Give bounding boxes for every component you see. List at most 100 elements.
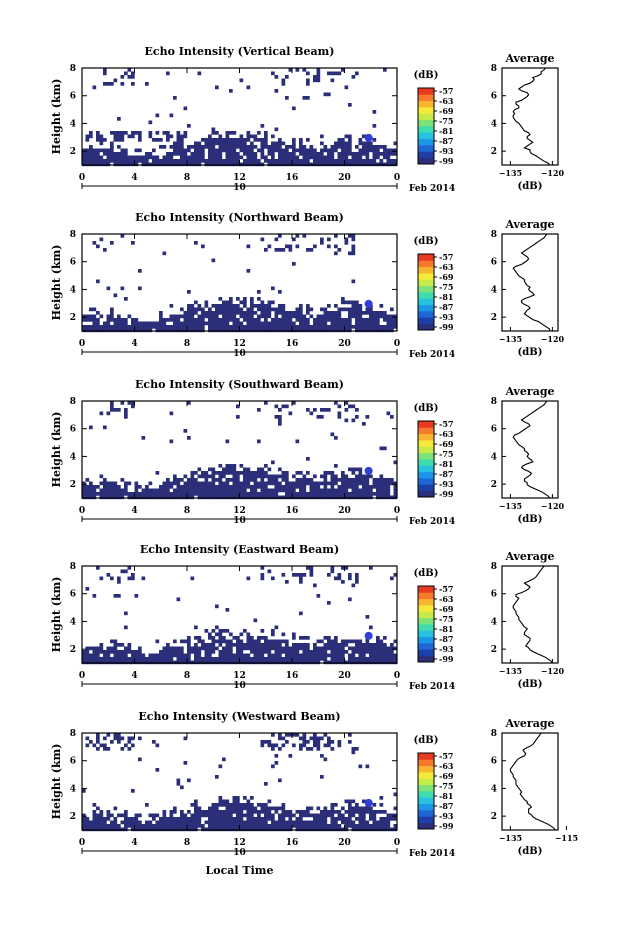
heatmap-cell	[138, 827, 142, 832]
colorbar-unit: (dB)	[414, 236, 439, 247]
heatmap-cell	[372, 124, 377, 128]
heatmap-cell	[131, 743, 135, 748]
heatmap-cell	[295, 307, 300, 312]
heatmap-cell	[92, 241, 97, 245]
heatmap-cell	[278, 234, 282, 238]
heatmap-cell	[120, 569, 125, 574]
heatmap-cell	[117, 138, 121, 142]
heatmap-cell	[222, 485, 226, 489]
heatmap-cell	[113, 138, 118, 142]
heatmap-cell	[243, 806, 247, 811]
heatmap-cell	[379, 304, 384, 308]
heatmap-cell	[351, 813, 356, 818]
heatmap-cell	[225, 485, 230, 489]
ytick-label: 4	[70, 617, 76, 627]
heatmap-cell	[127, 162, 132, 167]
echo-spot	[364, 466, 373, 475]
heatmap-cell	[166, 138, 170, 142]
ytick-label: 4	[70, 784, 76, 794]
heatmap-cell	[330, 803, 335, 807]
heatmap-cell	[372, 653, 377, 658]
heatmap-cell	[264, 138, 268, 142]
colorbar-swatch	[418, 273, 434, 280]
heatmap-cell	[110, 241, 114, 245]
heatmap-cell	[362, 148, 366, 153]
heatmap-cell	[379, 152, 384, 156]
heatmap-cell	[320, 314, 324, 319]
heatmap-cell	[372, 492, 377, 496]
heatmap-cell	[152, 162, 156, 167]
heatmap-cell	[306, 325, 310, 329]
heatmap-cell	[239, 488, 244, 493]
heatmap-cell	[99, 495, 104, 500]
heatmap-cell	[82, 660, 86, 665]
colorbar-swatch	[418, 119, 434, 127]
heatmap-cell	[341, 566, 345, 570]
heatmap-cell	[267, 639, 272, 644]
colorbar-swatch	[418, 433, 434, 441]
heatmap-cell	[330, 78, 335, 83]
heatmap-cell	[302, 813, 307, 818]
heatmap-cell	[348, 653, 352, 658]
heatmap-cell	[229, 464, 233, 468]
heatmap-cell	[96, 485, 100, 489]
heatmap-cell	[288, 248, 293, 252]
heatmap-cell	[96, 152, 100, 156]
heatmap-cell	[302, 653, 307, 658]
xtick-label: 0	[79, 173, 85, 183]
heatmap-cell	[176, 650, 181, 654]
heatmap-cell	[365, 646, 370, 651]
heatmap-cell	[162, 162, 167, 167]
heatmap-cell	[96, 650, 100, 654]
ytick-label: 6	[70, 92, 76, 102]
heatmap-cell	[253, 495, 258, 500]
heatmap-cell	[369, 321, 373, 326]
heatmap-cell	[344, 650, 349, 654]
heatmap-cell	[344, 321, 349, 326]
heatmap-cell	[260, 660, 265, 665]
heatmap-cell	[99, 488, 104, 493]
heatmap-cell	[376, 636, 380, 640]
heatmap-cell	[239, 653, 244, 658]
heatmap-cell	[141, 495, 146, 500]
heatmap-cell	[351, 314, 356, 319]
heatmap-cell	[89, 325, 93, 329]
heatmap-cell	[327, 643, 331, 647]
heatmap-cell	[309, 824, 314, 828]
heatmap-cell	[218, 159, 223, 163]
heatmap-cell	[330, 806, 335, 811]
heatmap-cell	[246, 803, 251, 807]
heatmap-cell	[323, 492, 328, 496]
heatmap-cell	[162, 824, 167, 828]
avg-ytick-label: 2	[491, 812, 497, 822]
heatmap-cell	[323, 311, 328, 315]
heatmap-cell	[299, 810, 303, 814]
xtick-label: 4	[131, 671, 137, 681]
heatmap-cell	[372, 485, 377, 489]
heatmap-cell	[138, 159, 142, 163]
heatmap-cell	[239, 824, 244, 828]
heatmap-cell	[106, 82, 111, 86]
heatmap-cell	[288, 817, 293, 821]
heatmap-cell	[246, 155, 251, 160]
heatmap-cell	[295, 646, 300, 651]
heatmap-cell	[222, 646, 226, 651]
heatmap-cell	[285, 653, 289, 658]
heatmap-cell	[169, 318, 174, 322]
heatmap-cell	[103, 481, 107, 486]
colorbar-tick-label: -87	[439, 469, 453, 479]
heatmap-cell	[218, 495, 223, 500]
heatmap-cell	[302, 736, 307, 741]
heatmap-cell	[386, 817, 391, 821]
heatmap-cell	[120, 660, 125, 665]
heatmap-cell	[355, 495, 359, 500]
heatmap-cell	[201, 474, 205, 479]
avg-ytick-label: 6	[491, 425, 497, 435]
xtick-label: 20	[338, 671, 351, 681]
heatmap-cell	[351, 234, 356, 238]
heatmap-cell	[211, 328, 216, 333]
heatmap-cell	[152, 813, 156, 818]
heatmap-cell	[278, 736, 282, 741]
heatmap-cell	[169, 159, 174, 163]
